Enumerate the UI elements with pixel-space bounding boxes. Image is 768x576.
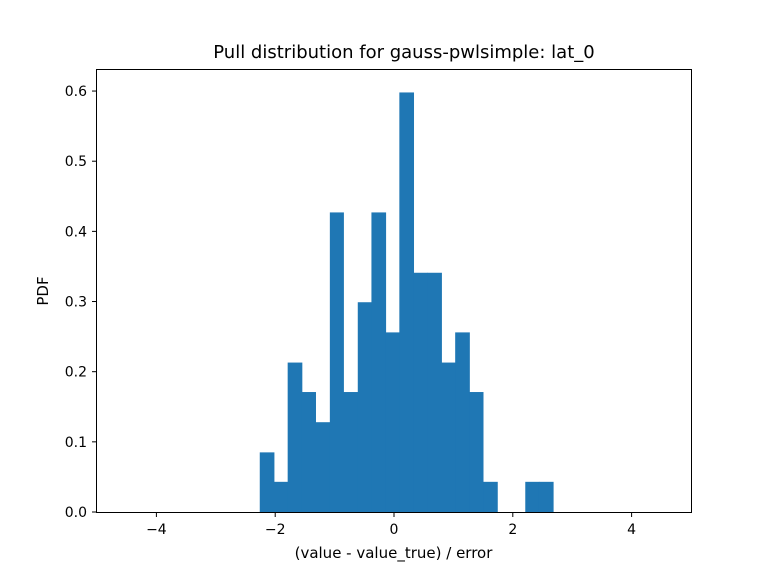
histogram-bar-6 bbox=[343, 392, 359, 512]
histogram-bar-1 bbox=[274, 481, 289, 512]
y-tick-label: 0.0 bbox=[65, 505, 87, 521]
y-tick-label: 0.2 bbox=[65, 365, 87, 381]
x-axis-ticks: −4 −2 0 2 4 bbox=[146, 512, 636, 538]
histogram-bar-15 bbox=[469, 392, 484, 512]
histogram-bar-10 bbox=[399, 92, 415, 512]
histogram-bar-7 bbox=[357, 302, 372, 512]
y-tick-label: 0.3 bbox=[65, 295, 87, 311]
histogram-bar-19 bbox=[525, 481, 540, 512]
histogram-bar-13 bbox=[441, 362, 456, 512]
histogram-bar-20 bbox=[538, 481, 554, 512]
x-tick-label: 2 bbox=[508, 522, 517, 538]
y-tick-label: 0.4 bbox=[65, 224, 87, 240]
y-tick-label: 0.1 bbox=[65, 435, 87, 451]
histogram-bar-9 bbox=[385, 332, 400, 512]
histogram-bar-8 bbox=[371, 212, 387, 513]
y-axis-ticks: 0.0 0.1 0.2 0.3 0.4 0.5 0.6 bbox=[65, 84, 97, 521]
histogram-bar-3 bbox=[301, 392, 316, 512]
histogram-bar-5 bbox=[329, 212, 344, 513]
histogram-bar-12 bbox=[427, 272, 442, 512]
y-tick-label: 0.6 bbox=[65, 84, 87, 100]
x-tick-label: −4 bbox=[146, 522, 167, 538]
x-axis-label: (value - value_true) / error bbox=[295, 544, 494, 563]
y-tick-label: 0.5 bbox=[65, 154, 87, 170]
x-tick-label: 0 bbox=[390, 522, 399, 538]
histogram-bar-4 bbox=[315, 422, 331, 512]
histogram-bar-0 bbox=[259, 452, 275, 512]
histogram-bar-2 bbox=[287, 362, 303, 512]
bars-group bbox=[259, 92, 554, 513]
histogram-bar-16 bbox=[483, 481, 498, 512]
histogram-bar-14 bbox=[455, 332, 470, 512]
y-axis-label: PDF bbox=[34, 276, 52, 305]
chart-title: Pull distribution for gauss-pwlsimple: l… bbox=[213, 42, 594, 63]
axes-frame bbox=[96, 69, 692, 513]
x-tick-label: −2 bbox=[265, 522, 286, 538]
histogram-bar-11 bbox=[413, 272, 428, 512]
x-tick-label: 4 bbox=[627, 522, 636, 538]
